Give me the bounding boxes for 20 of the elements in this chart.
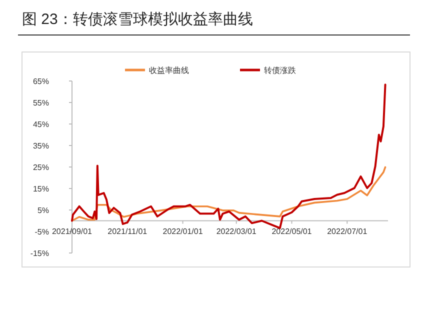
y-tick-label: -15% xyxy=(30,248,49,258)
y-tick-label: 15% xyxy=(32,184,49,194)
y-tick-label: 45% xyxy=(32,120,49,129)
y-tick-label: 35% xyxy=(32,141,49,150)
x-tick-label: 2021/09/01 xyxy=(52,226,93,236)
y-tick-label: 25% xyxy=(32,162,49,172)
y-tick-label: 65% xyxy=(32,76,49,86)
y-tick-label: -5% xyxy=(34,227,49,236)
x-tick-label: 2022/03/01 xyxy=(216,226,257,236)
x-tick-label: 2021/11/01 xyxy=(108,226,148,236)
legend-label: 转债涨跌 xyxy=(264,66,296,75)
y-tick-label: 5% xyxy=(37,206,49,215)
x-tick-label: 2022/05/01 xyxy=(272,226,312,236)
x-tick-label: 2022/07/01 xyxy=(327,226,368,236)
line-series xyxy=(71,166,386,222)
line-series xyxy=(71,84,386,230)
y-tick-label: 55% xyxy=(32,98,49,108)
legend-label: 收益率曲线 xyxy=(149,66,189,75)
chart-title: 图 23：转债滚雪球模拟收益率曲线 xyxy=(22,11,253,28)
x-tick-label: 2022/01/01 xyxy=(162,226,204,236)
